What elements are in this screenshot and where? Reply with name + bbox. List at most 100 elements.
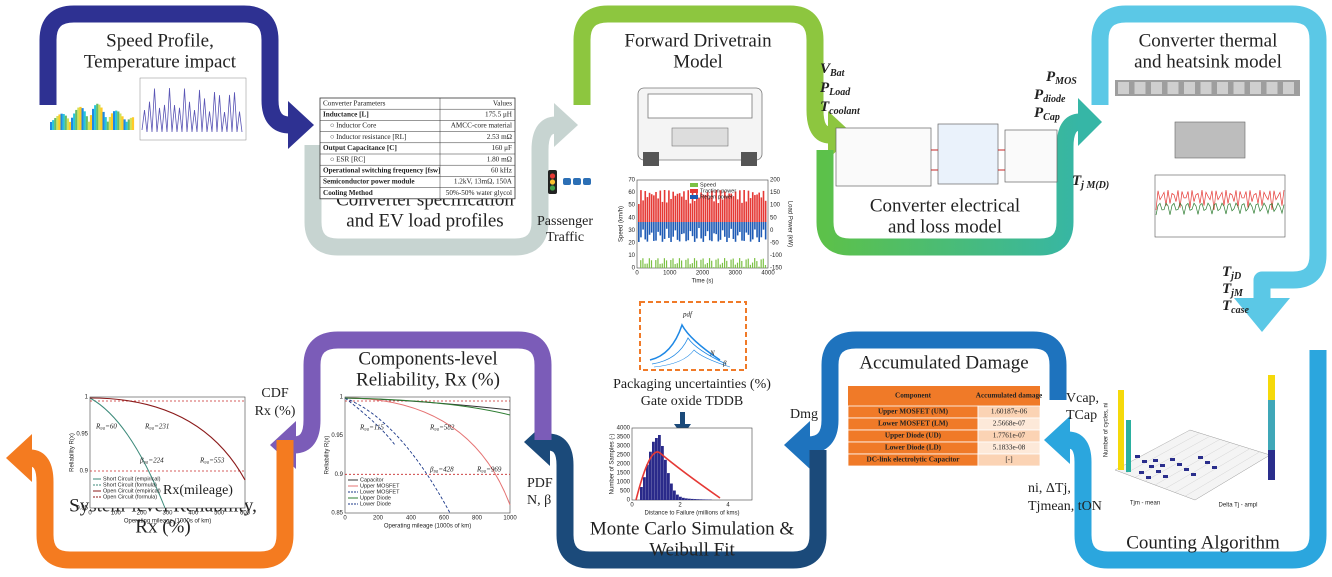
traction-bar (733, 196, 735, 222)
heatsink-cell (1151, 82, 1162, 94)
link-label: Tjmean, tON (1028, 499, 1102, 514)
table-cell: 175.5 μH (485, 110, 512, 118)
regen-bar (675, 222, 677, 230)
subscript: Load (828, 87, 851, 98)
speed-bar (86, 116, 88, 130)
traction-bar (761, 197, 763, 222)
table-cell: Output Capacitance [C] (323, 144, 397, 152)
hist-bar (652, 442, 655, 500)
traction-bar (653, 195, 655, 222)
link-label: PCap (1034, 105, 1060, 123)
flow-arrowhead (1078, 98, 1102, 146)
inset-label: β (722, 360, 727, 368)
speed-bar (683, 267, 684, 268)
regen-bar (681, 222, 683, 234)
link-label: TCap (1066, 408, 1097, 423)
x-tick-label: 400 (406, 516, 417, 522)
table-cell: DC-link electrolytic Capacitor (867, 456, 961, 464)
speed-bar (54, 118, 56, 130)
table-cell: Lower MOSFET (LM) (878, 420, 949, 428)
y-tick-label: 0.85 (76, 506, 88, 512)
x-axis-label: Tjm - mean (1130, 501, 1160, 507)
speed-bar (746, 259, 747, 268)
x-tick-label: 4 (726, 503, 730, 509)
traction-bar (735, 192, 737, 222)
regen-bar (720, 222, 722, 240)
traction-bar (642, 200, 644, 222)
y2-tick-label: 0 (770, 228, 774, 234)
traction-bar (758, 193, 760, 222)
y2-tick-label: 50 (770, 215, 777, 221)
regen-bar (705, 222, 707, 236)
traction-bar (709, 198, 711, 222)
speed-bar (737, 263, 738, 268)
inset-label: N (709, 350, 715, 358)
traction-bar (698, 198, 700, 222)
diagram: Speed Profile,Temperature impactConverte… (0, 0, 1332, 577)
heatsink-cell (1201, 82, 1212, 94)
cycle-bar (1198, 456, 1203, 459)
page: {"nodes":{ "speed_profile":{"title":["Sp… (0, 0, 1332, 577)
subscript: diode (1043, 94, 1066, 105)
speed-bar (92, 109, 94, 130)
speed-bar (733, 259, 734, 268)
x-axis-label: Operating mileage (1000s of km) (124, 519, 211, 525)
y-axis-label: Delta Tj - ampl (1219, 503, 1258, 509)
speed-bar (718, 258, 719, 268)
y-tick-label: 30 (628, 228, 635, 234)
flow-arrowhead (288, 101, 314, 149)
speed-bar (705, 264, 706, 268)
regen-bar (698, 222, 700, 228)
speed-bar (77, 108, 79, 130)
traction-bar (685, 200, 687, 222)
speed-bar (75, 110, 77, 130)
traction-bar (647, 197, 649, 222)
regen-bar (756, 222, 758, 237)
x-tick-label: 0 (343, 516, 347, 522)
y2-tick-label: 100 (770, 203, 781, 209)
node-title: Weibull Fit (649, 539, 735, 560)
y-tick-label: 50 (628, 203, 635, 209)
annotation: R₉₀=582 (429, 424, 455, 432)
traction-bar (763, 191, 765, 222)
regen-bar (647, 222, 649, 242)
module-block (1175, 122, 1245, 158)
table-cell: AMCC-core material (451, 122, 512, 130)
x-tick-label: 200 (373, 516, 384, 522)
y-tick-label: 0.85 (331, 511, 343, 517)
speed-bar (692, 263, 693, 268)
regen-bar (638, 222, 640, 242)
x-tick-label: 0 (630, 503, 634, 509)
regen-bar (642, 222, 644, 230)
link-label: N, β (527, 493, 551, 508)
regen-bar (677, 222, 679, 240)
regen-bar (733, 222, 735, 239)
speed-bar (644, 264, 645, 268)
annotation: R₉₀=969 (476, 466, 502, 474)
y-tick-label: 70 (628, 178, 635, 184)
speed-bar (657, 258, 658, 268)
traction-bar (638, 204, 640, 222)
schematic (938, 124, 998, 184)
regen-bar (687, 222, 689, 240)
regen-bar (730, 222, 732, 229)
y-tick-label: 4000 (617, 426, 631, 432)
traction-bar (668, 190, 670, 222)
cycle-bar (1142, 460, 1147, 463)
speed-bar (63, 114, 65, 130)
link-label: Tcoolant (820, 99, 861, 117)
schematic (836, 128, 931, 186)
table-cell: 2.53 mΩ (487, 133, 512, 141)
table-cell: Lower Diode (LD) (885, 444, 942, 452)
truck-wheel (741, 152, 757, 166)
speed-bar (707, 263, 708, 268)
traction-bar (644, 191, 646, 222)
x-axis-label: Operating mileage (1000s of km) (384, 524, 471, 530)
legend-label: Lower Diode (360, 501, 391, 507)
histogram-floor (1115, 430, 1270, 500)
regen-bar (653, 222, 655, 241)
link-label: PLoad (820, 80, 851, 98)
table-cell: ○ Inductor resistance [RL] (330, 133, 406, 141)
speed-bar (677, 263, 678, 268)
heatsink-cell (1118, 82, 1129, 94)
